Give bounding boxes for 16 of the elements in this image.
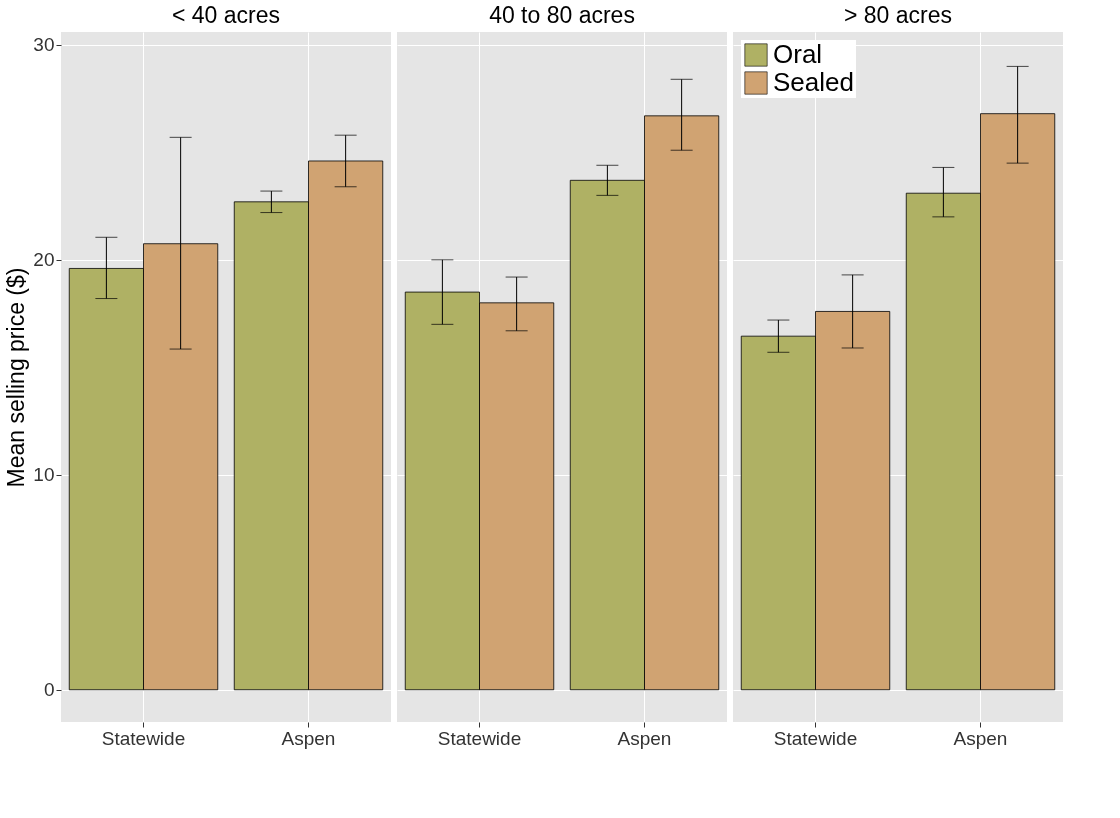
y-tick-label: 20 bbox=[33, 249, 55, 271]
chart-title: 40 to 80 acres bbox=[489, 2, 635, 28]
x-tick-label: Aspen bbox=[617, 727, 672, 749]
y-tick-label: 10 bbox=[33, 464, 55, 486]
x-tick-label: Aspen bbox=[281, 727, 336, 749]
chart-title: > 80 acres bbox=[843, 2, 953, 28]
chart-title: < 40 acres bbox=[171, 2, 281, 28]
y-axis-title: Mean selling price ($) bbox=[3, 267, 30, 488]
legend-label: Oral bbox=[773, 39, 823, 69]
x-tick-label: Statewide bbox=[773, 727, 858, 749]
x-tick-label: Aspen bbox=[953, 727, 1008, 749]
y-tick-label: 30 bbox=[33, 34, 55, 56]
x-tick-label: Statewide bbox=[437, 727, 522, 749]
legend-label: Sealed bbox=[773, 67, 854, 97]
y-tick-label: 0 bbox=[43, 679, 55, 701]
x-tick-label: Statewide bbox=[101, 727, 186, 749]
